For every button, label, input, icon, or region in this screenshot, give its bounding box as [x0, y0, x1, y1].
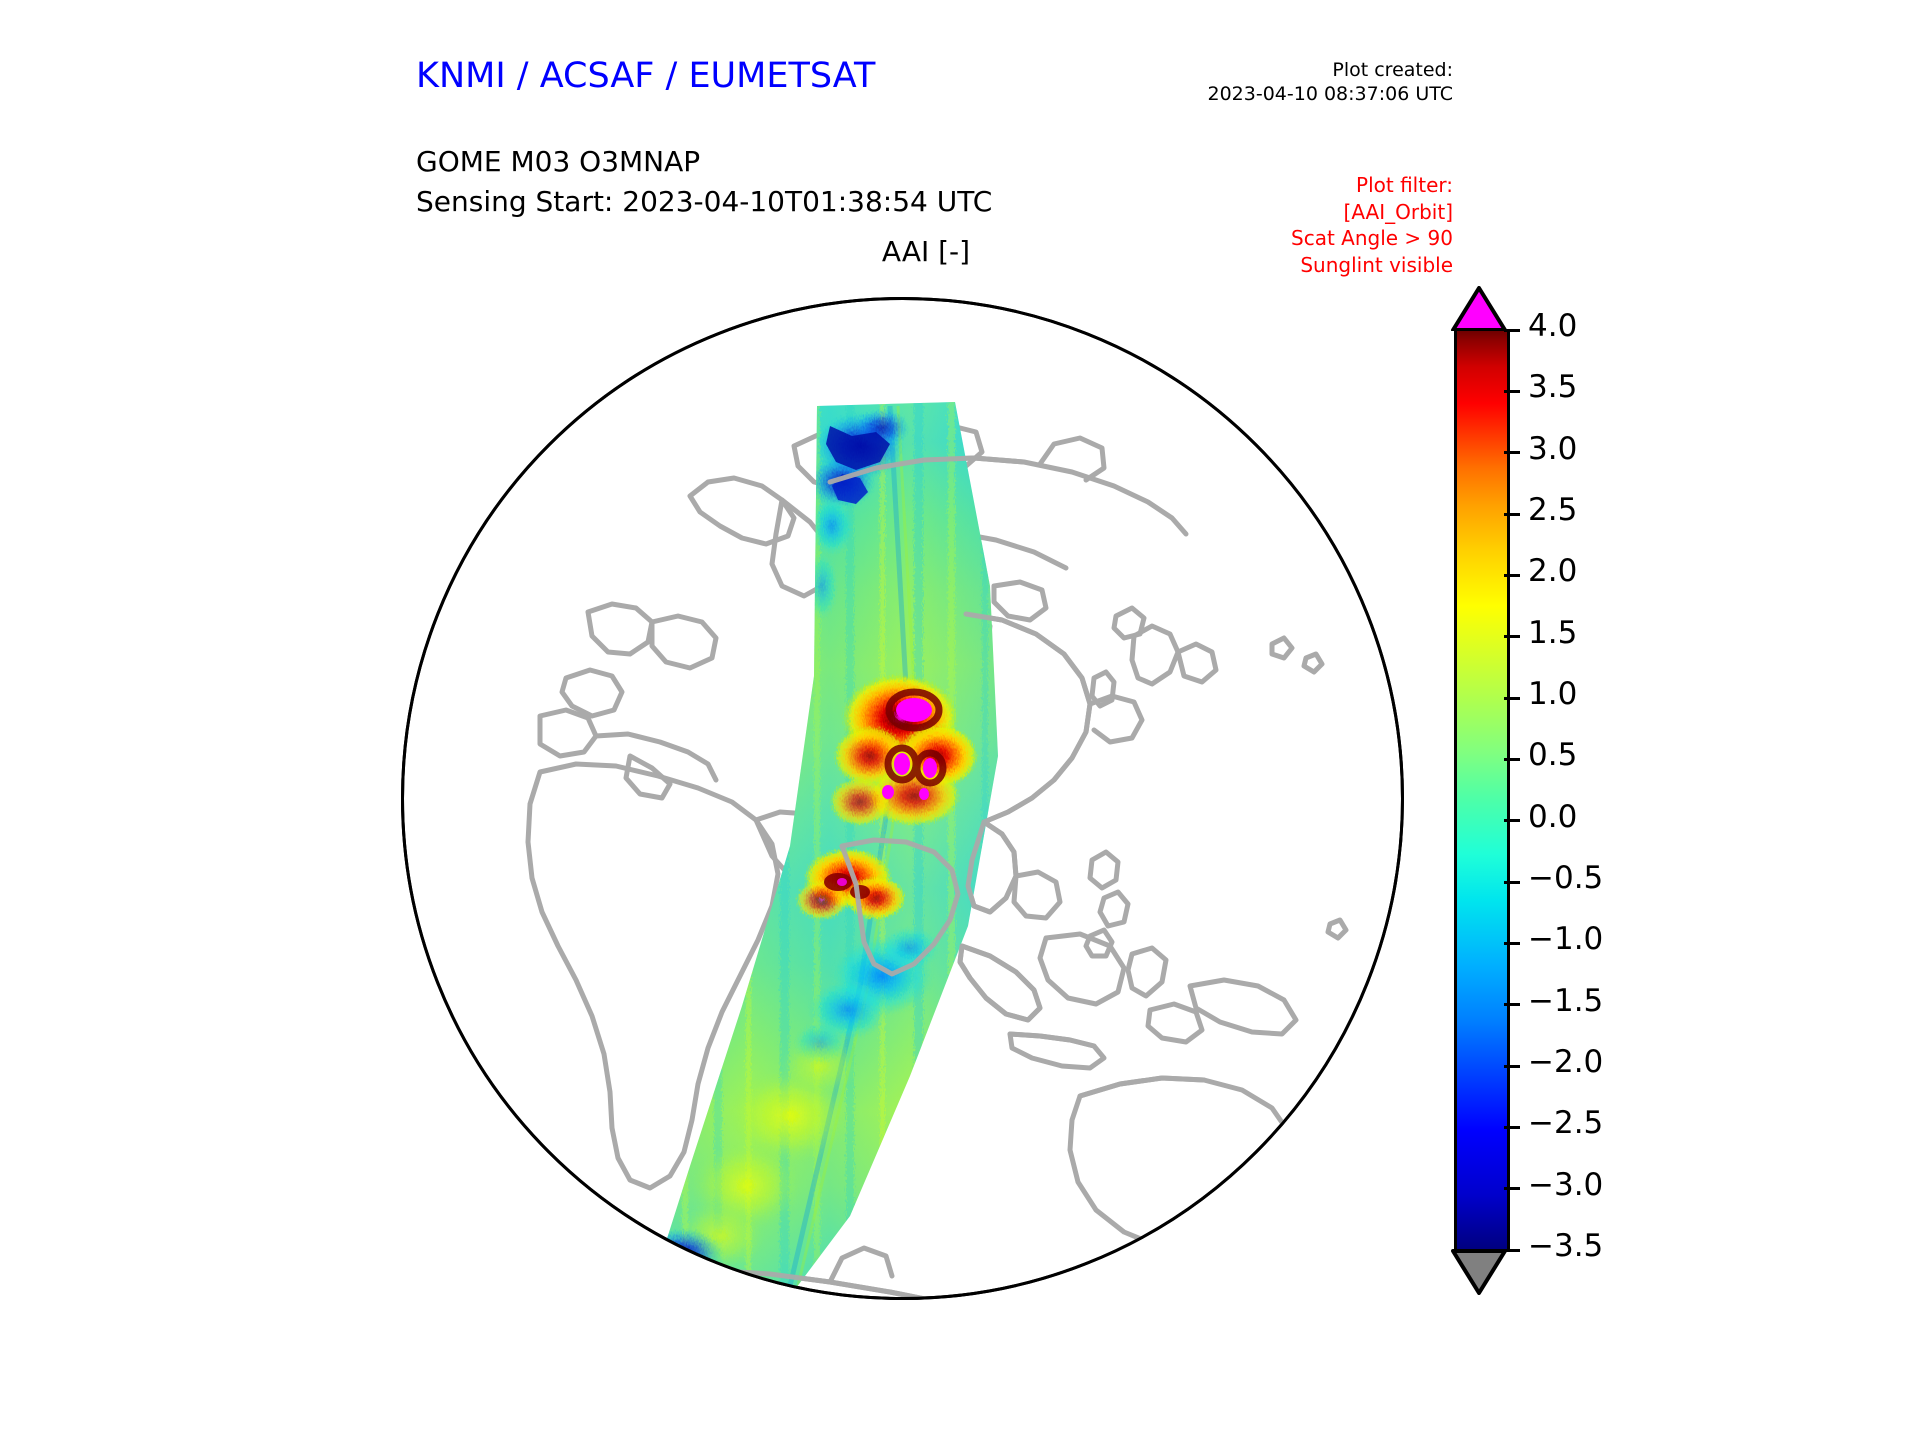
- colorbar-tick: [1504, 1064, 1520, 1068]
- colorbar-over-arrow: [1451, 286, 1507, 330]
- colorbar-tick-label: 3.5: [1528, 369, 1578, 406]
- organization-title: KNMI / ACSAF / EUMETSAT: [416, 56, 876, 96]
- colorbar-tick: [1504, 1125, 1520, 1129]
- colorbar-tick-label: 1.0: [1528, 676, 1578, 712]
- sensing-start: Sensing Start: 2023-04-10T01:38:54 UTC: [416, 184, 993, 218]
- colorbar-tick-label: −2.5: [1528, 1105, 1604, 1142]
- colorbar-tick-label: −1.0: [1528, 921, 1604, 958]
- colorbar[interactable]: 4.0 3.5 3.0 2.5 2.0 1.5 1.0 0.5 0.0 −0.5 −1.0 −1.5 −…: [1440, 286, 1670, 1316]
- colorbar-tick-label: −2.0: [1528, 1044, 1604, 1080]
- plot-filter-block: Plot filter: [AAI_Orbit] Scat Angle > 90…: [1291, 172, 1453, 278]
- colorbar-tick-label: −0.5: [1528, 860, 1604, 896]
- colorbar-tick: [1504, 451, 1520, 455]
- colorbar-tick-label: 4.0: [1528, 308, 1578, 344]
- colorbar-tick-label: 2.0: [1528, 553, 1578, 590]
- colorbar-over-arrow-outline: [1451, 286, 1507, 331]
- page-title: AAI [-]: [881, 235, 971, 268]
- plot-filter-product: [AAI_Orbit]: [1343, 199, 1453, 224]
- map-plot-area[interactable]: [390, 286, 1415, 1311]
- colorbar-tick: [1504, 757, 1520, 761]
- colorbar-tick: [1504, 819, 1520, 823]
- colorbar-tick-label: −1.5: [1528, 982, 1604, 1019]
- colorbar-tick-label: −3.0: [1528, 1166, 1604, 1203]
- colorbar-tick: [1504, 1248, 1520, 1252]
- saturated-cores: [882, 698, 937, 800]
- colorbar-tick: [1504, 1003, 1520, 1007]
- plot-created-block: Plot created: 2023-04-10 08:37:06 UTC: [1208, 58, 1454, 107]
- colorbar-tick-label: 0.0: [1528, 798, 1578, 835]
- colorbar-tick: [1504, 880, 1520, 884]
- plot-created-label: Plot created:: [1332, 59, 1453, 81]
- colorbar-tick-label: 1.5: [1528, 614, 1578, 651]
- dataset-name: GOME M03 O3MNAP: [416, 145, 701, 178]
- colorbar-under-arrow-outline: [1451, 1249, 1507, 1295]
- colorbar-tick-label: 0.5: [1528, 737, 1578, 774]
- colorbar-tick: [1504, 635, 1520, 639]
- plot-filter-sunglint: Sunglint visible: [1300, 252, 1453, 277]
- plot-created-timestamp: 2023-04-10 08:37:06 UTC: [1207, 83, 1454, 106]
- colorbar-gradient: [1454, 330, 1510, 1250]
- colorbar-tick-label: 3.0: [1528, 430, 1578, 467]
- plot-filter-heading: Plot filter:: [1356, 173, 1453, 197]
- globe-svg: [401, 297, 1404, 1300]
- colorbar-tick-label: −3.5: [1528, 1228, 1604, 1264]
- colorbar-under-arrow: [1451, 1250, 1507, 1294]
- colorbar-tick: [1504, 696, 1520, 700]
- colorbar-tick: [1504, 328, 1520, 332]
- colorbar-tick: [1504, 389, 1520, 393]
- colorbar-tick: [1504, 941, 1520, 945]
- colorbar-tick: [1504, 573, 1520, 577]
- plot-filter-scat-angle: Scat Angle > 90: [1291, 226, 1453, 251]
- dataset-info-block: GOME M03 O3MNAP Sensing Start: 2023-04-1…: [416, 142, 992, 222]
- globe-outline: [401, 297, 1404, 1300]
- colorbar-tick: [1504, 1187, 1520, 1191]
- colorbar-tick-label: 2.5: [1528, 492, 1578, 528]
- colorbar-tick: [1504, 512, 1520, 516]
